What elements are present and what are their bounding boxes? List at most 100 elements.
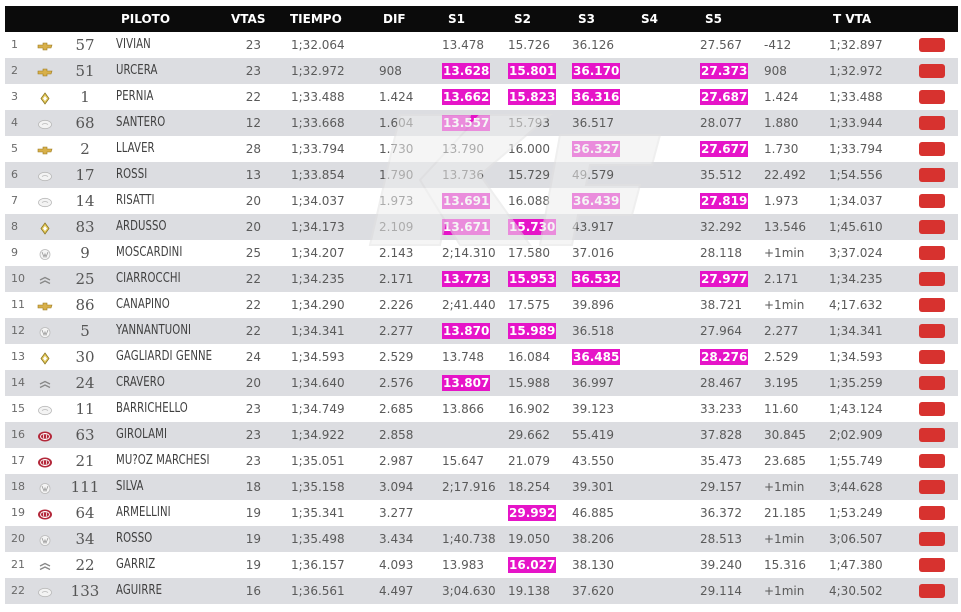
cell-s1: 2;41.440	[442, 298, 496, 312]
cell-pos: 20	[11, 532, 25, 545]
cell-s2: 19.138	[508, 584, 550, 598]
cell-s5: 35.512	[700, 168, 742, 182]
cell-s2: 16.000	[508, 142, 550, 156]
cell-tvta: 4;30.502	[829, 584, 883, 598]
best-sector-highlight: 13.628	[442, 63, 491, 79]
row-action-button[interactable]	[919, 116, 945, 130]
cell-vtas: 25	[245, 246, 261, 260]
cell-num: 57	[75, 36, 95, 54]
cell-s5: 36.372	[700, 506, 742, 520]
cell-name: YANNANTUONI	[116, 323, 192, 338]
cell-name: SANTERO	[116, 115, 166, 130]
cell-s1: 13.691	[442, 188, 491, 214]
best-sector-highlight: 36.485	[572, 349, 621, 365]
row-action-button[interactable]	[919, 246, 945, 260]
cell-name: CANAPINO	[116, 297, 170, 312]
cell-s2: 29.662	[508, 428, 550, 442]
cell-s2: 19.050	[508, 532, 550, 546]
row-action-button[interactable]	[919, 506, 945, 520]
cell-name: GARRIZ	[116, 557, 156, 572]
cell-s2: 29.992	[508, 500, 557, 526]
cell-pos: 9	[11, 246, 18, 259]
row-action-button[interactable]	[919, 194, 945, 208]
row-action-button[interactable]	[919, 90, 945, 104]
volkswagen-logo	[37, 324, 53, 338]
cell-s3: 43.550	[572, 454, 614, 468]
cell-dif: 1.730	[379, 142, 414, 156]
cell-s3: 39.301	[572, 480, 614, 494]
cell-dif: 2.858	[379, 428, 414, 442]
table-header: PILOTO VTAS TIEMPO DIF S1 S2 S3 S4 S5 T …	[5, 6, 958, 32]
row-action-button[interactable]	[919, 298, 945, 312]
row-action-button[interactable]	[919, 142, 945, 156]
cell-gap: +1min	[764, 246, 805, 260]
cell-tiempo: 1;34.593	[291, 350, 345, 364]
cell-s1: 3;04.630	[442, 584, 496, 598]
cell-s3: 36.327	[572, 136, 621, 162]
cell-tiempo: 1;33.794	[291, 142, 345, 156]
cell-tvta: 1;33.794	[829, 142, 883, 156]
row-action-button[interactable]	[919, 64, 945, 78]
header-s1: S1	[448, 12, 465, 26]
header-s3: S3	[578, 12, 595, 26]
cell-vtas: 23	[245, 454, 261, 468]
header-tvta: T VTA	[833, 12, 872, 26]
ford-logo	[37, 116, 53, 130]
row-action-button[interactable]	[919, 220, 945, 234]
row-action-button[interactable]	[919, 272, 945, 286]
citroen-logo	[37, 376, 53, 389]
cell-pos: 21	[11, 558, 25, 571]
cell-s3: 36.517	[572, 116, 614, 130]
cell-s5: 32.292	[700, 220, 742, 234]
cell-vtas: 23	[245, 38, 261, 52]
cell-s5: 28.077	[700, 116, 742, 130]
best-sector-highlight: 13.557	[442, 115, 491, 131]
row-action-button[interactable]	[919, 38, 945, 52]
cell-s5: 28.513	[700, 532, 742, 546]
cell-s5: 27.567	[700, 38, 742, 52]
cell-num: 5	[80, 322, 90, 340]
cell-s5: 39.240	[700, 558, 742, 572]
cell-vtas: 20	[245, 376, 261, 390]
cell-name: ROSSO	[116, 531, 153, 546]
ford-logo	[37, 402, 53, 416]
cell-dif: 2.226	[379, 298, 414, 312]
cell-tvta: 1;35.259	[829, 376, 883, 390]
cell-s5: 27.687	[700, 84, 749, 110]
renault-logo	[37, 90, 53, 105]
row-action-button[interactable]	[919, 480, 945, 494]
row-action-button[interactable]	[919, 376, 945, 390]
cell-tvta: 1;47.380	[829, 558, 883, 572]
row-action-button[interactable]	[919, 532, 945, 546]
cell-s3: 49.579	[572, 168, 614, 182]
row-action-button[interactable]	[919, 558, 945, 572]
table-row: 22 133 AGUIRRE 16 1;36.561 4.497 3;04.630 19.13…	[5, 578, 958, 604]
best-sector-highlight: 27.373	[700, 63, 749, 79]
cell-num: 111	[70, 478, 100, 496]
best-sector-highlight: 29.992	[508, 505, 557, 521]
row-action-button[interactable]	[919, 454, 945, 468]
cell-tiempo: 1;33.668	[291, 116, 345, 130]
cell-gap: 1.424	[764, 90, 799, 104]
row-action-button[interactable]	[919, 350, 945, 364]
row-action-button[interactable]	[919, 168, 945, 182]
cell-gap: +1min	[764, 298, 805, 312]
cell-s3: 39.123	[572, 402, 614, 416]
cell-s5: 27.819	[700, 188, 749, 214]
cell-name: CIARROCCHI	[116, 271, 181, 286]
cell-pos: 11	[11, 298, 25, 311]
row-action-button[interactable]	[919, 402, 945, 416]
cell-vtas: 20	[245, 194, 261, 208]
row-action-button[interactable]	[919, 428, 945, 442]
cell-s5: 28.467	[700, 376, 742, 390]
cell-dif: 2.685	[379, 402, 414, 416]
cell-vtas: 20	[245, 220, 261, 234]
best-sector-highlight: 27.977	[700, 271, 749, 287]
cell-pos: 14	[11, 376, 25, 389]
table-row: 18 111 SILVA 18 1;35.158 3.094 2;17.916 18.254 3…	[5, 474, 958, 500]
row-action-button[interactable]	[919, 584, 945, 598]
cell-s2: 16.902	[508, 402, 550, 416]
ford-logo	[37, 168, 53, 182]
cell-tvta: 1;33.944	[829, 116, 883, 130]
row-action-button[interactable]	[919, 324, 945, 338]
